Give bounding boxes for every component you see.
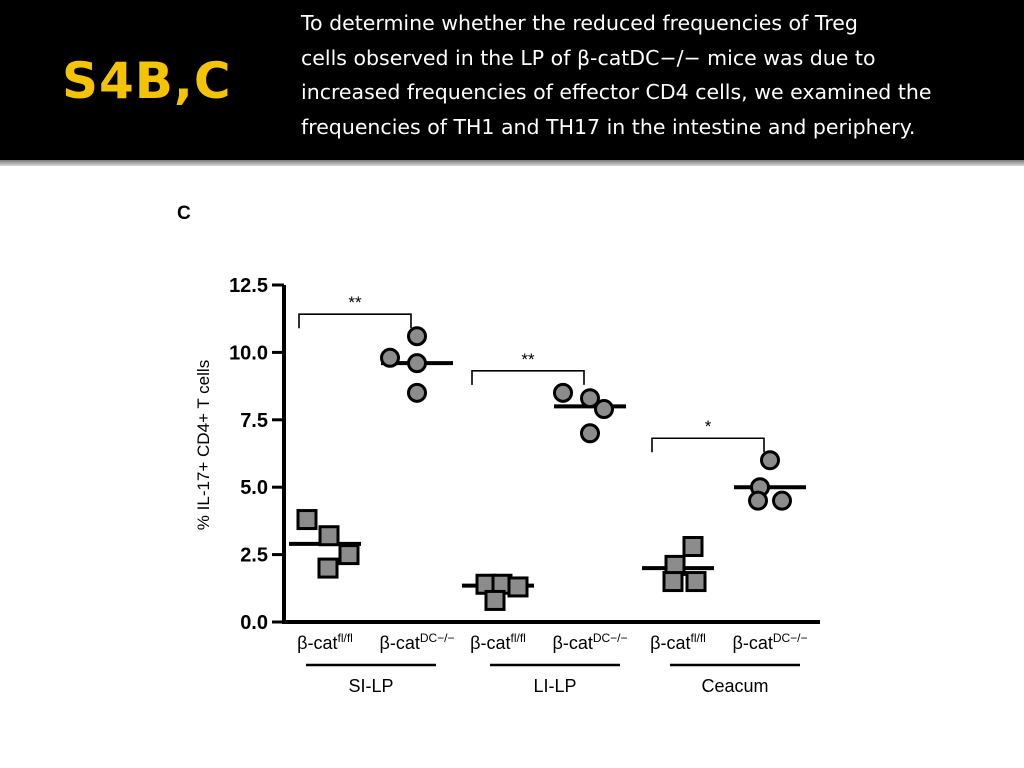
y-tick-label: 0.0	[240, 612, 268, 634]
genotype-label-base: β-cat	[650, 633, 690, 653]
slide-title: S4B,C	[62, 52, 232, 110]
genotype-label-superscript: DC−/−	[773, 631, 808, 645]
group-label: SI-LP	[348, 676, 393, 696]
y-tick-label: 7.5	[240, 410, 268, 432]
y-tick-label: 12.5	[229, 275, 268, 297]
slide-body-line: frequencies of TH1 and TH17 in the intes…	[301, 114, 916, 139]
genotype-label-base: β-cat	[470, 633, 510, 653]
slide-header	[0, 0, 1024, 160]
significance-bracket	[298, 313, 412, 329]
genotype-label: β-catDC−/−	[732, 631, 807, 653]
genotype-label-superscript: DC−/−	[593, 631, 628, 645]
y-tick-label: 5.0	[240, 477, 268, 499]
significance-bracket	[651, 437, 765, 453]
significance-marker: **	[348, 293, 362, 312]
data-point-circle	[748, 490, 768, 511]
data-point-circle	[594, 399, 614, 420]
data-point-circle	[580, 423, 600, 444]
slide-body-line: increased frequencies of effector CD4 ce…	[301, 80, 932, 104]
data-point-circle	[380, 347, 400, 368]
genotype-label-base: β-cat	[732, 633, 772, 653]
genotype-label-base: β-cat	[297, 633, 337, 653]
data-point-square	[484, 589, 506, 611]
group-label: LI-LP	[533, 676, 576, 696]
plot-area: 0.02.55.07.510.012.5β-catfl/fl β-catDC−/−…	[229, 275, 820, 696]
data-point-square	[662, 571, 684, 593]
significance-marker: **	[521, 350, 535, 369]
slide-body-line: To determine whether the reduced frequen…	[301, 11, 858, 35]
data-point-circle	[772, 490, 792, 511]
data-point-square	[296, 509, 318, 531]
slide-body-line: cells observed in the LP of β-catDC−/− m…	[301, 45, 876, 70]
genotype-label-superscript: fl/fl	[338, 631, 353, 645]
data-point-circle	[760, 450, 780, 471]
data-point-circle	[407, 326, 427, 347]
y-axis-label: % IL-17+ CD4+ T cells	[194, 360, 213, 530]
data-point-square	[685, 571, 707, 593]
data-point-circle	[407, 353, 427, 374]
header-divider	[0, 160, 1024, 166]
data-point-square	[682, 536, 704, 558]
data-point-square	[318, 525, 340, 547]
genotype-label: β-catfl/fl	[297, 631, 353, 653]
data-point-circle	[407, 382, 427, 403]
genotype-label: β-catDC−/−	[379, 631, 454, 653]
genotype-label-superscript: DC−/−	[420, 631, 455, 645]
data-point-square	[317, 557, 339, 579]
genotype-label: β-catfl/fl	[470, 631, 526, 653]
data-point-square	[507, 576, 529, 598]
slide-body-text: To determine whether the reduced frequen…	[301, 6, 1017, 144]
panel-label: C	[177, 203, 191, 224]
group-label: Ceacum	[701, 676, 768, 696]
significance-bracket	[471, 370, 585, 385]
y-tick-label: 2.5	[240, 545, 268, 567]
data-point-square	[338, 544, 360, 566]
genotype-label: β-catDC−/−	[552, 631, 627, 653]
genotype-label-superscript: fl/fl	[511, 631, 526, 645]
genotype-label-superscript: fl/fl	[691, 631, 706, 645]
data-point-circle	[553, 382, 573, 403]
genotype-label-base: β-cat	[552, 633, 592, 653]
significance-marker: *	[705, 417, 712, 436]
genotype-label-base: β-cat	[379, 633, 419, 653]
genotype-label: β-catfl/fl	[650, 631, 706, 653]
data-point-circle	[580, 388, 600, 409]
y-tick-label: 10.0	[229, 342, 268, 364]
